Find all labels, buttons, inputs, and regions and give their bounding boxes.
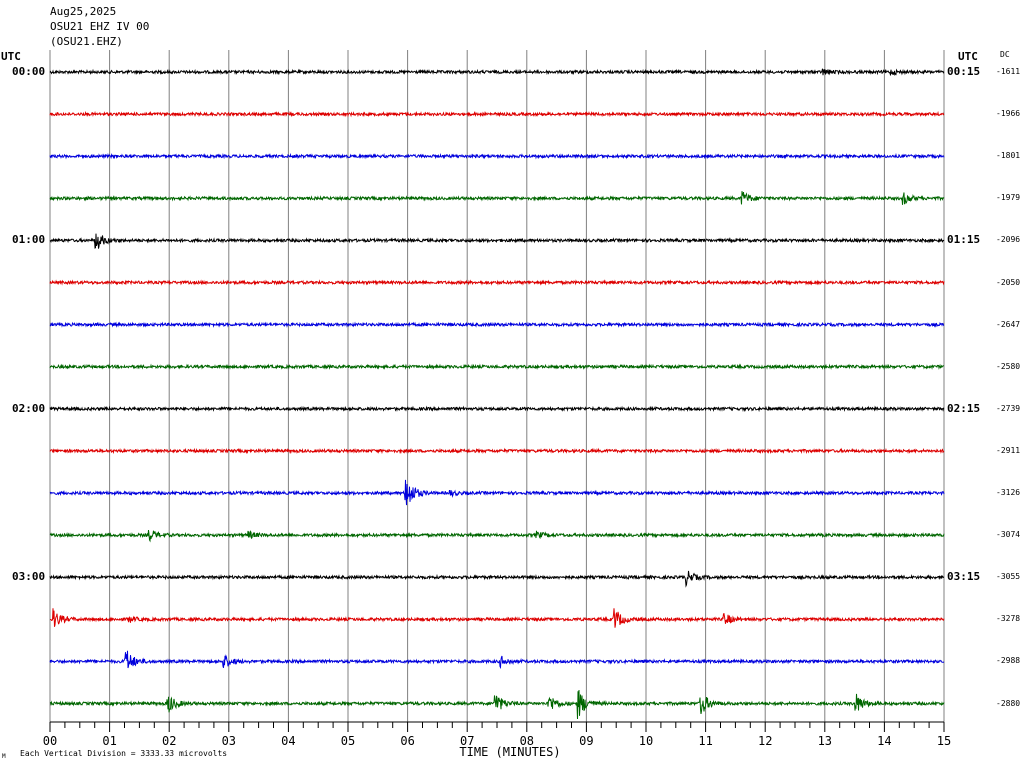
dc-offset-value: -2647 <box>996 319 1021 329</box>
x-tick-label: 07 <box>460 734 474 748</box>
trace-row <box>49 191 945 205</box>
x-tick-label: 00 <box>43 734 57 748</box>
right-utc-label: UTC <box>958 50 978 63</box>
dc-offset-value: -1801 <box>996 151 1021 161</box>
x-tick-label: 06 <box>400 734 414 748</box>
x-tick-label: 11 <box>698 734 712 748</box>
dc-offset-value: -2880 <box>996 698 1021 708</box>
x-tick-label: 01 <box>102 734 116 748</box>
trace-row <box>49 363 944 370</box>
trace-row <box>49 405 945 413</box>
x-tick-label: 14 <box>877 734 891 748</box>
trace-row <box>49 447 945 455</box>
trace-row <box>49 650 945 670</box>
vertical-division-note: Each Vertical Division = 3333.33 microvo… <box>20 749 228 758</box>
trace-row <box>49 110 945 118</box>
dc-offset-value: -1966 <box>996 109 1021 119</box>
row-end-time: 00:15 <box>947 65 981 78</box>
trace-row <box>49 68 945 77</box>
dc-offset-value: -1611 <box>996 67 1021 76</box>
dc-offset-value: -2050 <box>996 277 1021 287</box>
x-tick-label: 08 <box>520 734 534 748</box>
left-utc-label: UTC <box>1 50 21 63</box>
x-tick-label: 04 <box>281 734 295 748</box>
x-tick-label: 09 <box>579 734 593 748</box>
trace-row <box>49 479 945 506</box>
dc-offset-value: -3055 <box>996 572 1021 582</box>
x-tick-label: 10 <box>639 734 653 748</box>
dc-column-header: DC <box>1000 50 1010 59</box>
dc-offset-value: -1979 <box>996 193 1021 203</box>
dc-offset-value: -2988 <box>996 656 1021 666</box>
trace-row <box>49 233 945 249</box>
channel-code: (OSU21.EHZ) <box>50 35 123 48</box>
x-tick-label: 02 <box>162 734 176 748</box>
row-end-time: 01:15 <box>947 233 981 247</box>
trace-row <box>49 321 945 328</box>
x-tick-label: 05 <box>341 734 355 748</box>
dc-offset-value: -2580 <box>996 361 1021 371</box>
station-name: OSU21 EHZ IV 00 <box>50 20 150 33</box>
trace-row <box>49 279 945 286</box>
x-tick-label: 03 <box>222 734 236 748</box>
dc-offset-value: -2739 <box>996 403 1021 413</box>
dc-offset-value: -2911 <box>996 445 1021 455</box>
trace-row <box>49 570 945 588</box>
x-tick-label: 12 <box>758 734 772 748</box>
x-tick-label: 13 <box>818 734 832 748</box>
row-start-time: 01:00 <box>12 233 46 247</box>
plot-date: Aug25,2025 <box>50 5 117 18</box>
row-start-time: 00:00 <box>12 65 46 78</box>
trace-row <box>49 529 945 543</box>
dc-offset-value: -3278 <box>996 614 1021 624</box>
row-end-time: 02:15 <box>947 401 981 415</box>
trace-row <box>49 152 945 160</box>
trace-row <box>49 689 945 720</box>
dc-offset-value: -2096 <box>996 235 1021 245</box>
footer-mark: M <box>2 753 6 760</box>
x-axis-label: TIME (MINUTES) <box>459 745 560 759</box>
dc-offset-value: -3126 <box>996 488 1021 497</box>
trace-row <box>49 608 945 628</box>
x-tick-label: 15 <box>937 734 951 748</box>
dc-offset-value: -3074 <box>996 530 1021 540</box>
row-start-time: 03:00 <box>12 570 46 584</box>
row-end-time: 03:15 <box>947 570 981 584</box>
row-start-time: 02:00 <box>12 401 46 415</box>
